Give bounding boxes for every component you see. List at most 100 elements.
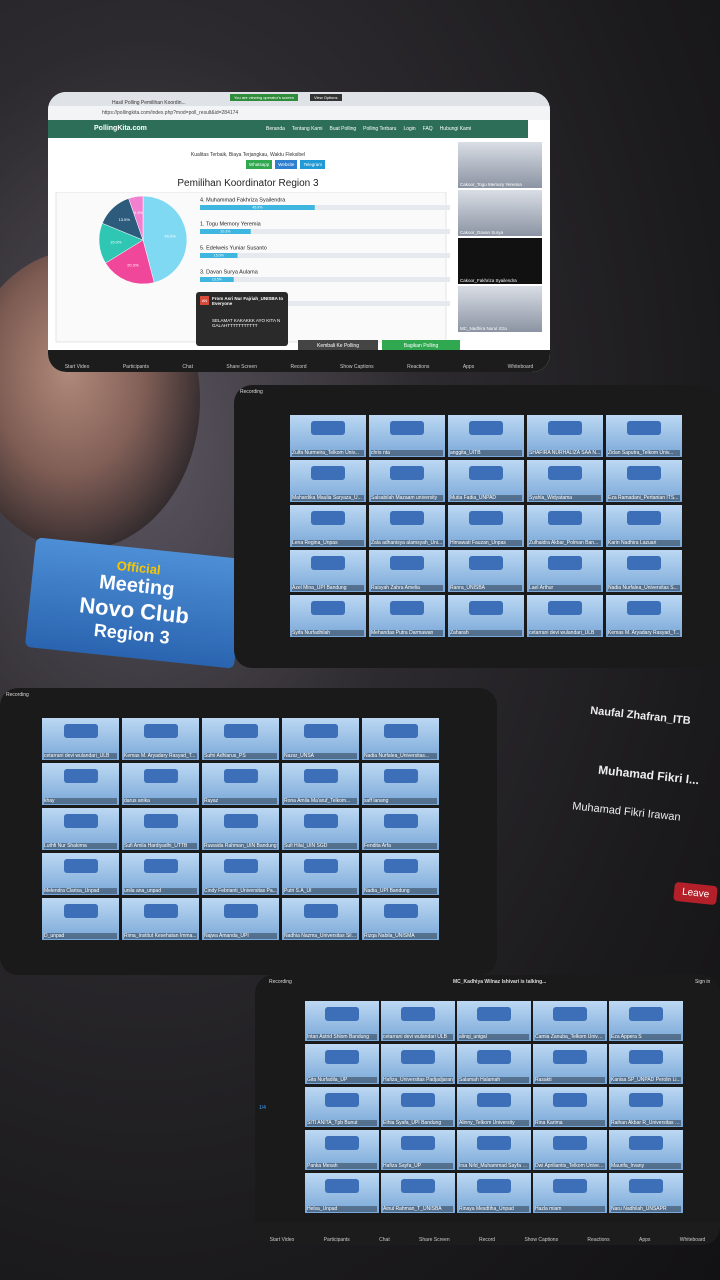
recording: Recording xyxy=(240,389,263,395)
logo xyxy=(303,724,338,738)
participant-name: Syahla_Widyatama xyxy=(529,495,601,501)
participant-tile: Panka Mesah xyxy=(305,1130,379,1170)
participant-tile: Mutia Fadia_UNPAD xyxy=(448,460,524,502)
slice-label: 13.5% xyxy=(119,217,131,222)
participant-name: Syifa Nurfadhilah xyxy=(292,630,364,636)
participant-name: Zaharah xyxy=(450,630,522,636)
logo xyxy=(303,814,338,828)
back-button[interactable]: Kembali Ke Polling xyxy=(298,340,378,352)
brand[interactable]: PollingKita.com xyxy=(94,125,147,132)
logo xyxy=(629,1179,663,1193)
url[interactable]: https://pollingkita.com/index.php?mod=po… xyxy=(102,110,239,116)
participant-name: Raihan Akbar R_Universitas N... xyxy=(611,1120,681,1126)
sign-in[interactable]: Sign in xyxy=(695,979,711,985)
participant-name: Rina Karima xyxy=(535,1120,605,1126)
menu-item[interactable]: Login xyxy=(403,126,416,132)
menu-item[interactable]: Tentang Kami xyxy=(291,126,323,132)
toolbar-item[interactable]: Share Screen xyxy=(419,1237,450,1243)
logo xyxy=(303,904,338,918)
participant-tile: Melendra Clarisa_Unpad xyxy=(42,853,119,895)
toolbar-item[interactable]: Start Video xyxy=(64,364,90,370)
participant-tile: Luthfi Nur Shakirna xyxy=(42,808,119,850)
gallery-screenshot: Recording Zulfa Nurmeira_Telkom Univ... c… xyxy=(234,385,720,668)
menu-item[interactable]: Buat Polling xyxy=(329,126,357,132)
participant-name: Sufi Hilal_UIN SGD xyxy=(284,843,357,849)
participant-name: Kemas M. Aryadary Rasyad_T... xyxy=(124,753,197,759)
participant-tile: Ruwaida Rahman_UIN Bandung xyxy=(202,808,279,850)
toolbar-item[interactable]: Show Captions xyxy=(340,364,374,370)
participant-tile: Gita Nurfadila_UP xyxy=(305,1044,379,1084)
toolbar-item[interactable]: Share Screen xyxy=(226,364,257,370)
toolbar-item[interactable]: Whiteboard xyxy=(507,364,534,370)
participant-name: Camia Zanuba_Telkom Univer... xyxy=(535,1034,605,1040)
toolbar-item[interactable]: Start Video xyxy=(269,1237,295,1243)
toolbar-item[interactable]: Reactions xyxy=(407,364,430,370)
toolbar-item[interactable]: Whiteboard xyxy=(679,1237,706,1243)
logo xyxy=(383,724,418,738)
slice-label: 45.9% xyxy=(164,234,176,239)
menu-item[interactable]: Polling Terbaru xyxy=(363,126,397,132)
participant-name: Ethia Syafa_UPI Bandung xyxy=(383,1120,453,1126)
participant-tile: Rinaya Mesdtiha_Unpad xyxy=(457,1173,531,1213)
toolbar-item[interactable]: Chat xyxy=(379,1237,390,1243)
participant-tile: Rima_Institut Kesehatan Imma... xyxy=(122,898,199,940)
toolbar-item[interactable]: Show Captions xyxy=(524,1237,559,1243)
participant-name: Zulhaidra Akbar_Polman Ban... xyxy=(529,540,601,546)
toolbar-item[interactable]: Record xyxy=(478,1237,496,1243)
browser-tab[interactable]: Hasil Polling Pemilihan Koordin... xyxy=(112,100,186,106)
participant-tile: Dwi Apriliantis_Telkom Univers... xyxy=(533,1130,607,1170)
participant-tile: D_unpad xyxy=(42,898,119,940)
contact-button[interactable]: Whatsapp xyxy=(246,160,273,169)
logo xyxy=(63,769,98,783)
participant-tile: darus anika xyxy=(122,763,199,805)
logo xyxy=(469,556,503,570)
participant-tile: Hazla miam xyxy=(533,1173,607,1213)
participant-name: cetarrani devi wulandari_ULB xyxy=(44,753,117,759)
logo xyxy=(311,511,345,525)
menu-item[interactable]: Hubungi Kami xyxy=(439,126,472,132)
logo xyxy=(223,814,258,828)
menu-item[interactable]: FAQ xyxy=(422,126,433,132)
toolbar-item[interactable]: Record xyxy=(290,364,307,370)
participant-tile: Nadhia Nazma_Universitas Siliw... xyxy=(282,898,359,940)
toolbar-item[interactable]: Reactions xyxy=(587,1237,610,1243)
participant-tile: Camia Zanuba_Telkom Univer... xyxy=(533,1001,607,1041)
participant-tile: alinqi_unigal xyxy=(457,1001,531,1041)
logo xyxy=(401,1007,435,1021)
logo xyxy=(383,859,418,873)
logo xyxy=(548,511,582,525)
bar-track xyxy=(200,229,450,234)
poll-bar xyxy=(200,277,234,282)
poll-title: Pemilihan Koordinator Region 3 xyxy=(177,178,319,189)
contact-button[interactable]: Website xyxy=(275,160,298,169)
view-options[interactable]: View Options xyxy=(310,94,342,101)
logo xyxy=(477,1093,511,1107)
toolbar-item[interactable]: Participants xyxy=(122,364,149,370)
participant-name: Mutia Fadia_UNPAD xyxy=(450,495,522,501)
participant-tile: Putri S.A_UI xyxy=(282,853,359,895)
participant-name: Putri S.A_UI xyxy=(284,888,357,894)
address-bar: https://pollingkita.com/index.php?mod=po… xyxy=(48,106,550,120)
leave-button[interactable]: Leave xyxy=(673,881,719,906)
bar-label: 13.5% xyxy=(212,278,222,282)
logo xyxy=(553,1179,587,1193)
contact-button[interactable]: Telegram xyxy=(300,160,325,169)
share-button[interactable]: Bagikan Polling xyxy=(382,340,460,352)
logo xyxy=(629,1136,663,1150)
participant-name: Mehandas Putra Darmawan xyxy=(371,630,443,636)
toolbar-item[interactable]: Apps xyxy=(462,364,475,370)
toolbar-item[interactable]: Chat xyxy=(182,364,193,370)
logo xyxy=(223,769,258,783)
toolbar-item[interactable]: Apps xyxy=(639,1237,651,1243)
participant-tile: Najwa Amanda_UPI xyxy=(202,898,279,940)
participant-name: Fendita Arfa xyxy=(364,843,437,849)
page-indicator[interactable]: 1/4 xyxy=(259,1105,266,1111)
participant-name: Luthfi Nur Shakirna xyxy=(44,843,117,849)
participant-name: Rinaya Mesdtiha_Unpad xyxy=(459,1206,529,1212)
polling-screenshot: You are viewing operator's screen View O… xyxy=(48,92,550,372)
participant-tile: unila ana_unpad xyxy=(122,853,199,895)
participant-tile: Kanisa SP_UNPAD Perolin Li... xyxy=(609,1044,683,1084)
menu-item[interactable]: Beranda xyxy=(266,126,285,132)
logo xyxy=(223,724,258,738)
toolbar-item[interactable]: Participants xyxy=(323,1237,350,1243)
